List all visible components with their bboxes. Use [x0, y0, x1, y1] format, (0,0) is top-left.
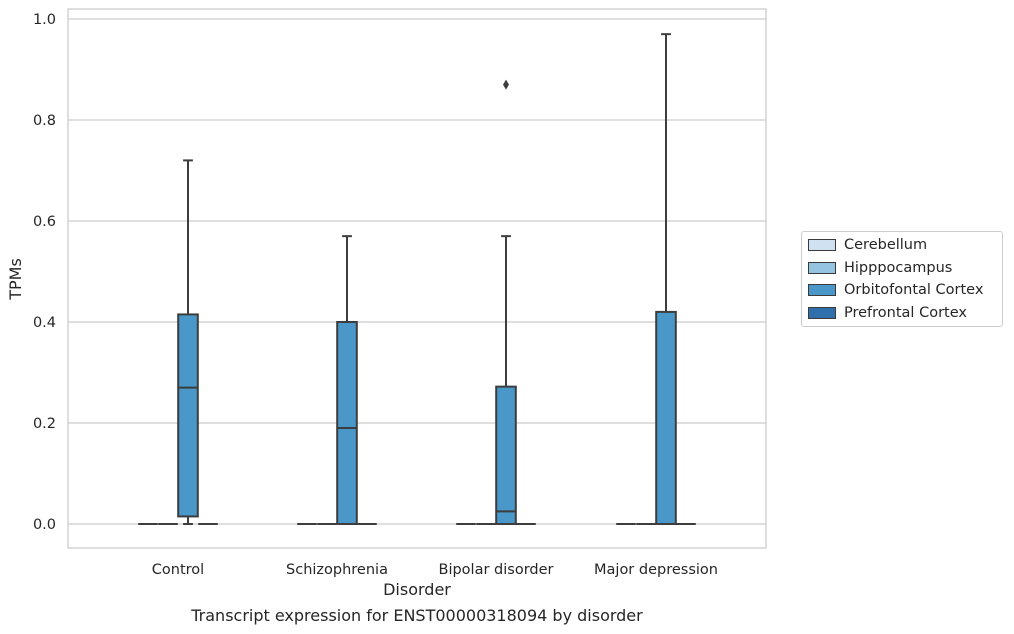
legend-label-prefrontal-cortex: Prefrontal Cortex	[844, 305, 967, 321]
x-tick-labels: Control Schizophrenia Bipolar disorder Majo…	[152, 562, 718, 578]
legend-swatch-hippocampus	[808, 262, 836, 274]
legend-swatch-orbitofrontal-cortex	[808, 284, 836, 296]
legend-swatch-cerebellum	[808, 239, 836, 251]
legend-item-hippocampus: Hipppocampus	[808, 259, 952, 277]
y-tick-label: 0.4	[33, 315, 56, 331]
y-tick-labels: 0.0 0.2 0.4 0.6 0.8 1.0	[33, 12, 56, 533]
legend-swatch-prefrontal-cortex	[808, 307, 836, 319]
legend-item-prefrontal-cortex: Prefrontal Cortex	[808, 304, 967, 322]
legend-label-orbitofrontal-cortex: Orbitofontal Cortex	[844, 282, 984, 298]
x-tick-label: Bipolar disorder	[439, 562, 554, 578]
outlier-point	[503, 79, 509, 90]
chart-caption: Transcript expression for ENST0000031809…	[191, 606, 643, 625]
plot-frame	[67, 8, 767, 549]
y-tick-label: 0.8	[33, 113, 56, 129]
y-axis-label: TPMs	[6, 258, 25, 301]
y-tick-label: 0.6	[33, 214, 56, 230]
box	[177, 159, 199, 525]
legend-label-hippocampus: Hipppocampus	[844, 260, 953, 276]
legend: Cerebellum Hipppocampus Orbitofontal Cor…	[801, 231, 1003, 327]
x-tick-label: Schizophrenia	[286, 562, 388, 578]
box-body	[336, 321, 358, 525]
x-tick-label: Major depression	[594, 562, 718, 578]
x-tick-label: Control	[152, 562, 204, 578]
y-tick-label: 0.2	[33, 416, 56, 432]
box	[495, 79, 517, 526]
box	[655, 33, 677, 525]
legend-item-orbitofrontal-cortex: Orbitofontal Cortex	[808, 281, 983, 299]
box-body	[655, 310, 677, 525]
box	[336, 235, 358, 525]
box-body	[177, 313, 199, 518]
y-tick-label: 0.0	[33, 517, 56, 533]
legend-label-cerebellum: Cerebellum	[844, 237, 928, 253]
box-series	[138, 33, 696, 526]
legend-item-cerebellum: Cerebellum	[808, 236, 927, 254]
y-tick-label: 1.0	[33, 12, 56, 28]
x-axis-label: Disorder	[383, 580, 451, 599]
box-body	[495, 385, 517, 526]
